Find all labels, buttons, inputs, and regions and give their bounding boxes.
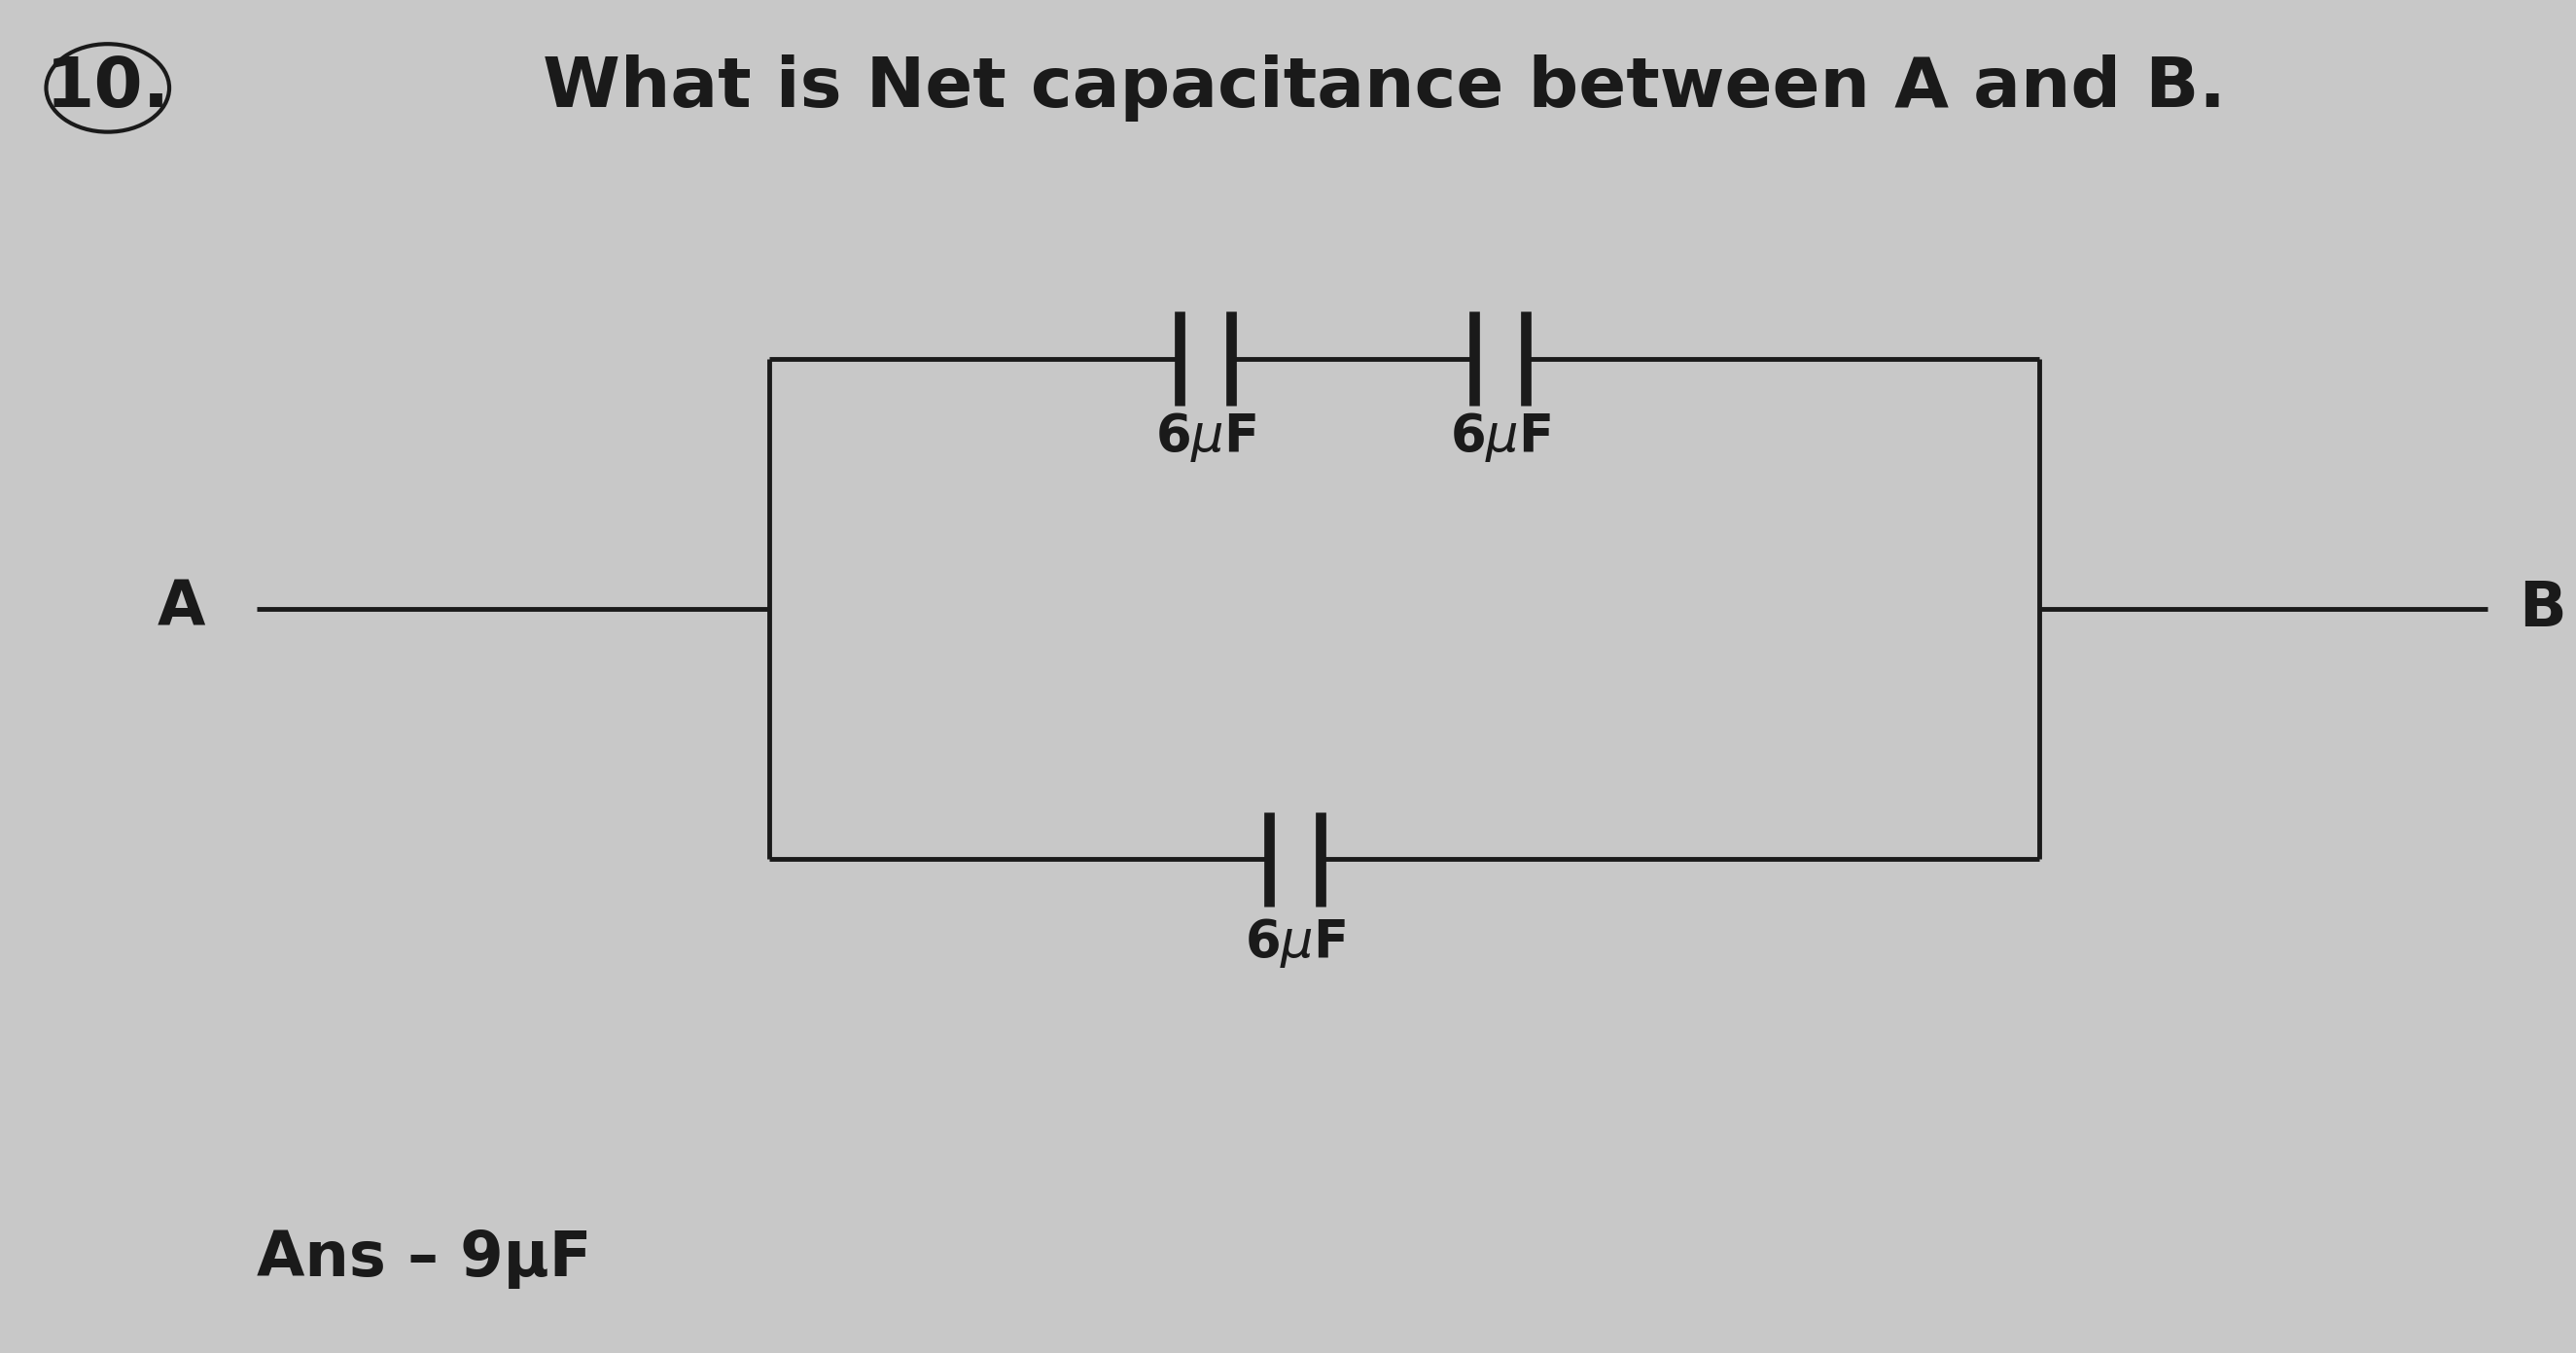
Text: Ans – 9μF: Ans – 9μF xyxy=(258,1229,592,1288)
Text: 6$\mu$F: 6$\mu$F xyxy=(1244,916,1345,970)
Text: A: A xyxy=(157,579,206,639)
Text: 6$\mu$F: 6$\mu$F xyxy=(1450,411,1551,464)
Text: 10.: 10. xyxy=(46,54,170,122)
Text: What is Net capacitance between A and B.: What is Net capacitance between A and B. xyxy=(518,54,2226,122)
Text: B: B xyxy=(2519,579,2566,639)
Text: 6$\mu$F: 6$\mu$F xyxy=(1154,411,1257,464)
